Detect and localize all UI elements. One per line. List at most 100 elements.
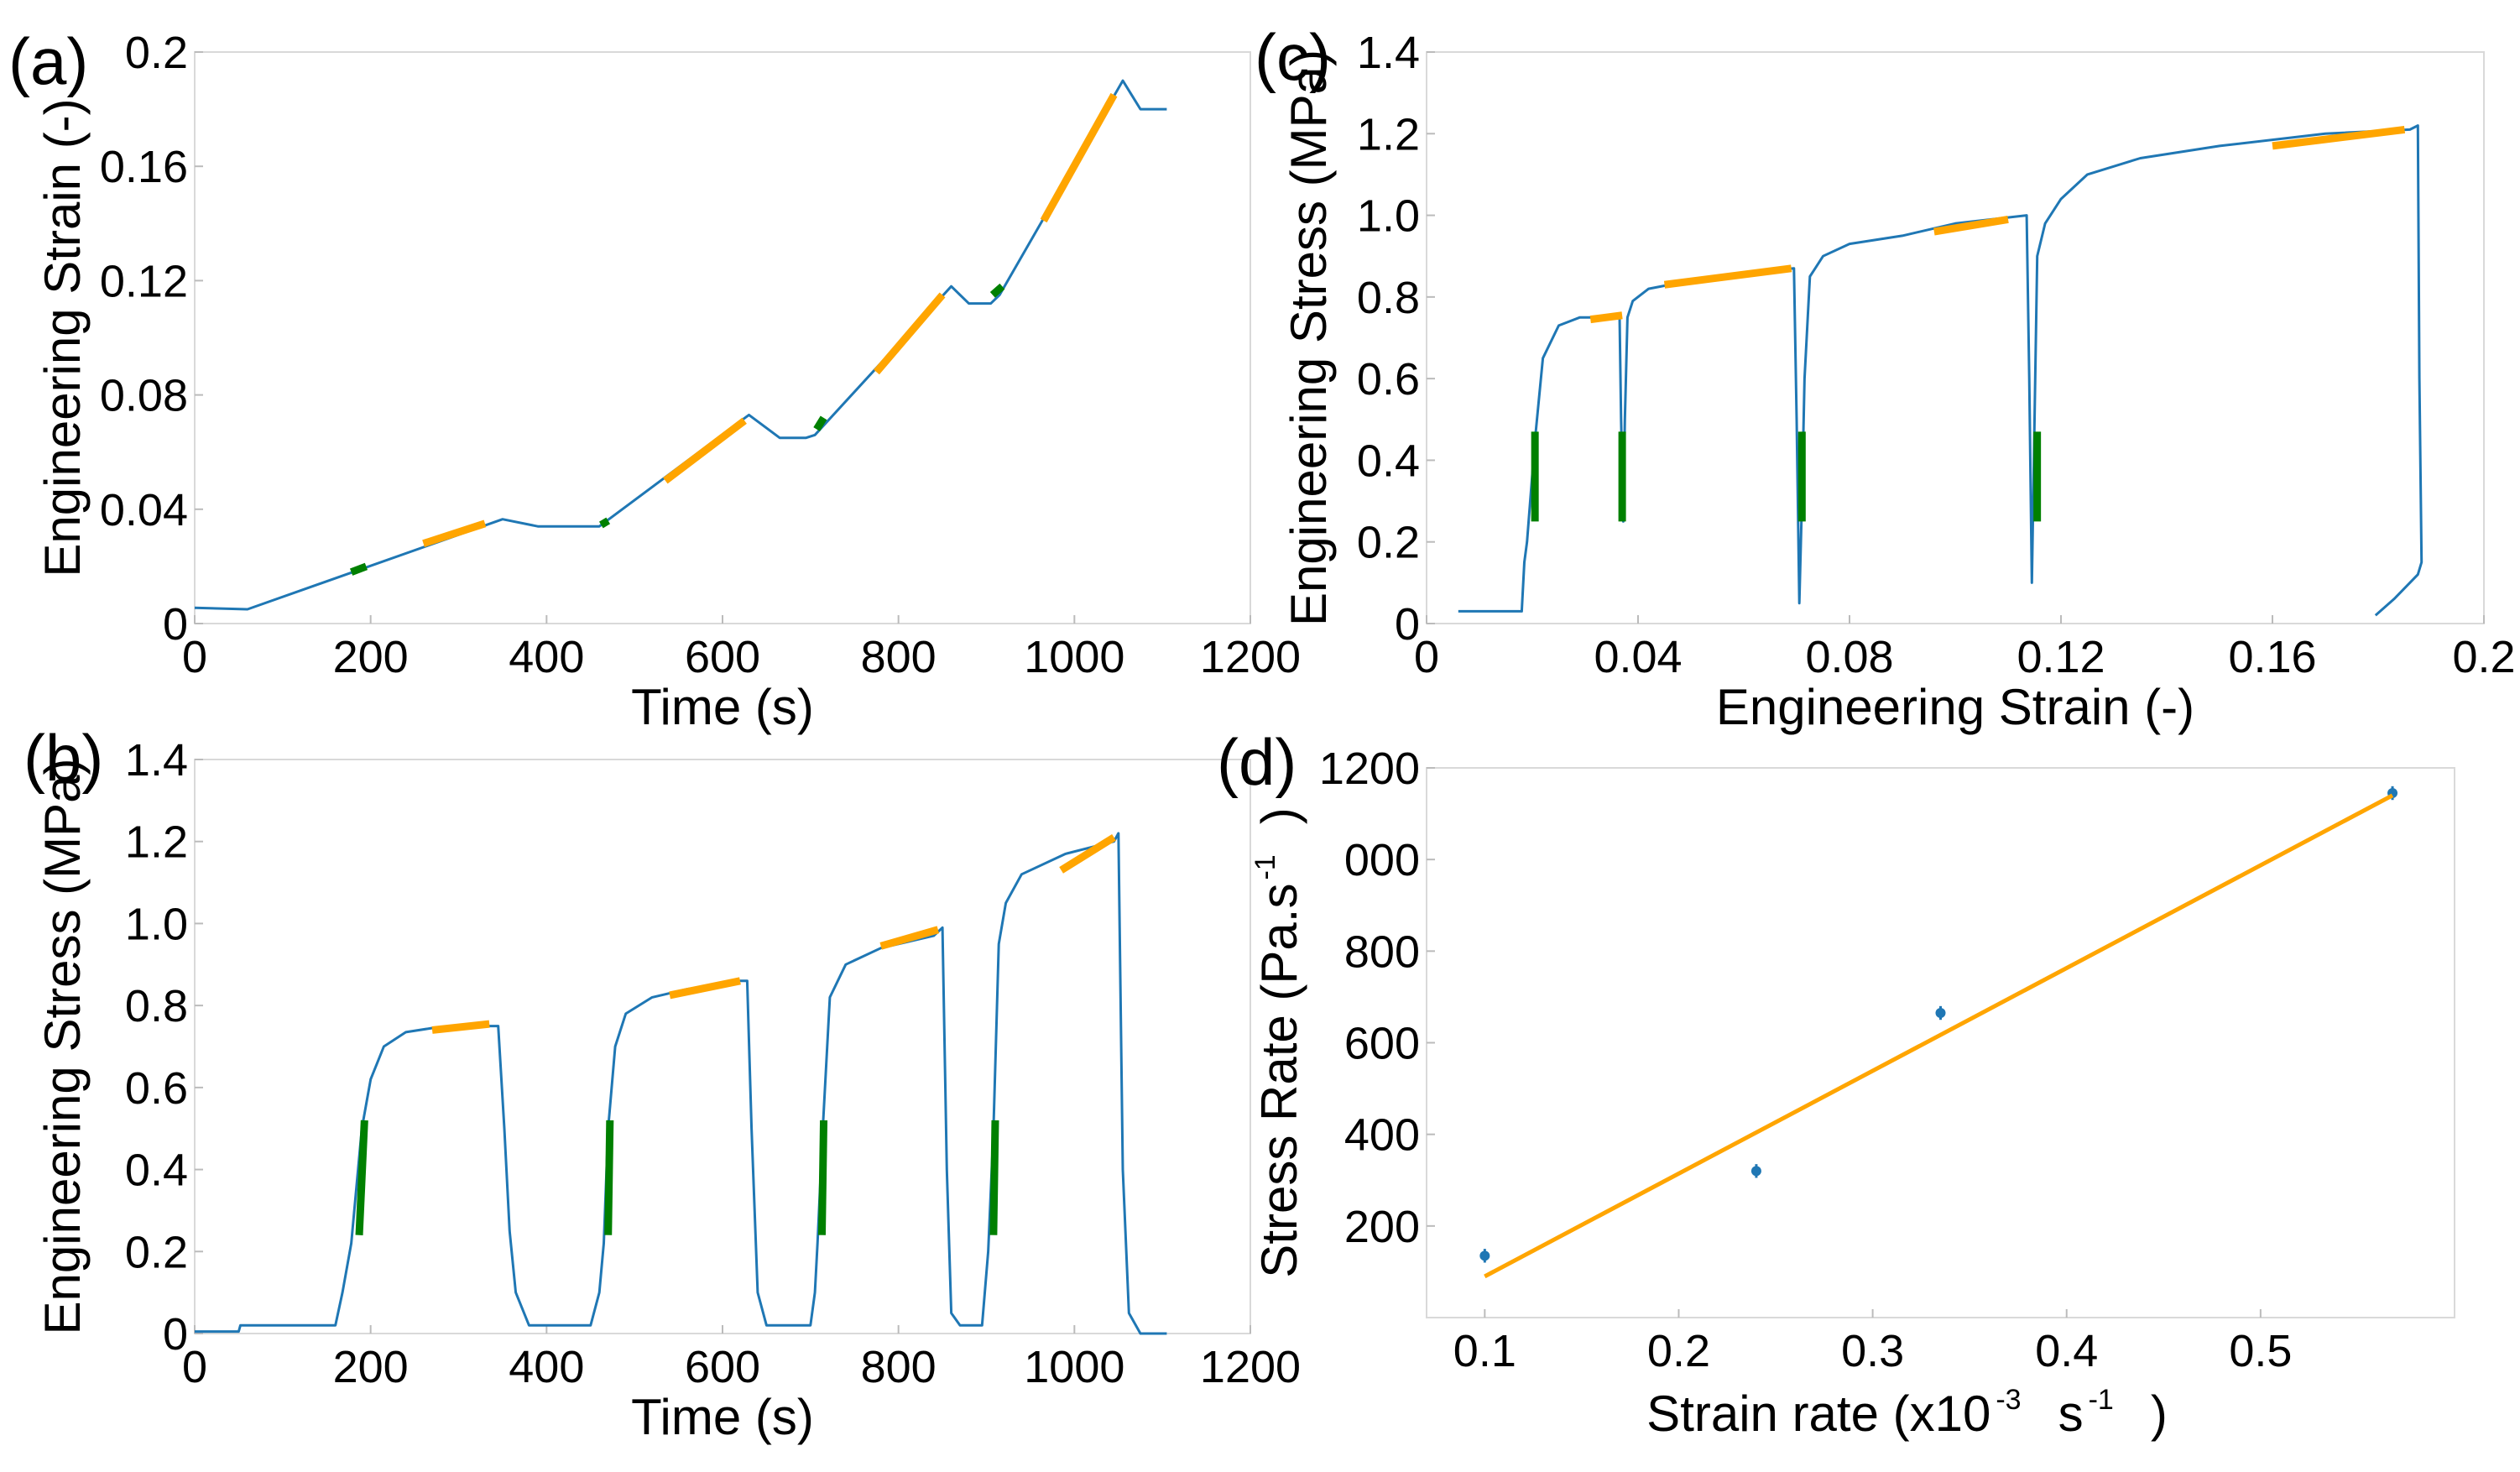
y-tick-label: 0 xyxy=(1395,599,1420,650)
y-tick-label: 1.4 xyxy=(125,735,188,786)
x-tick-label: 0 xyxy=(182,1342,207,1392)
x-tick-label: 1000 xyxy=(1024,1342,1124,1392)
ylabel-close: ) xyxy=(1251,807,1307,824)
green-fit-segment xyxy=(989,1120,999,1235)
y-tick-label: 0 xyxy=(163,1309,188,1360)
x-tick-label: 600 xyxy=(685,1342,760,1392)
x-tick-label: 200 xyxy=(333,632,409,682)
y-tick-label: 1.4 xyxy=(1357,28,1420,78)
y-axis-label: Engineering Strain (-) xyxy=(34,98,91,577)
y-tick-label: 600 xyxy=(1344,1019,1420,1069)
y-tick-label: 1.0 xyxy=(125,899,188,949)
panel-label: (b) xyxy=(23,721,103,795)
y-tick-label: 0 xyxy=(163,599,188,650)
orange-fit-segment xyxy=(1059,834,1116,874)
y-tick-label: 0.6 xyxy=(125,1063,188,1114)
y-tick-label: 0.6 xyxy=(1357,354,1420,405)
green-fit-segment xyxy=(604,1120,614,1235)
data-line xyxy=(194,79,1167,611)
data-line xyxy=(1458,124,2423,617)
x-tick-label: 400 xyxy=(509,1342,584,1392)
y-tick-label: 1.2 xyxy=(125,817,188,868)
y-axis-label: Engineering Stress (MPa) xyxy=(34,759,91,1335)
y-tick-label: 000 xyxy=(1344,835,1420,885)
data-point xyxy=(1750,1166,1761,1177)
y-tick-label: 0.8 xyxy=(1357,273,1420,323)
y-tick-label: 0.8 xyxy=(125,981,188,1031)
y-tick-label: 0.16 xyxy=(100,142,188,192)
x-tick-label: 0.2 xyxy=(2452,632,2515,682)
green-fit-segment xyxy=(349,562,368,576)
x-tick-label: 0.2 xyxy=(1647,1326,1710,1376)
data-point xyxy=(1935,1008,1946,1019)
x-axis-label: Time (s) xyxy=(631,1389,814,1445)
x-tick-label: 200 xyxy=(333,1342,409,1392)
panel-c: 0 0.04 0.08 0.12 0.16 0.2 0 0.2 0.4 0.6 0.8 1.0 1.2 1… xyxy=(1255,20,2516,735)
xlabel-unit: s xyxy=(2058,1386,2084,1442)
x-axis-label: Strain rate (x10 -3 s -1) xyxy=(1646,1384,2168,1442)
x-tick-label: 800 xyxy=(861,1342,937,1392)
orange-fit-segment xyxy=(669,977,741,1000)
y-tick-label: 200 xyxy=(1344,1202,1420,1252)
x-tick-label: 0 xyxy=(182,632,207,682)
data-point xyxy=(1479,1250,1490,1261)
y-tick-label: 0.08 xyxy=(100,371,188,421)
fit-line xyxy=(1484,793,2394,1279)
x-tick-label: 600 xyxy=(685,632,760,682)
green-fit-segment xyxy=(598,517,611,529)
x-tick-label: 800 xyxy=(861,632,937,682)
xlabel-unit-exp: -1 xyxy=(2089,1384,2114,1416)
panel-label: (d) xyxy=(1217,725,1297,799)
x-tick-label: 0.1 xyxy=(1453,1326,1516,1376)
panel-a: 0 200 400 600 800 1000 1200 0 0.04 0.08 0.12 0.16 0.… xyxy=(8,24,1301,735)
x-tick-label: 0.04 xyxy=(1594,632,1682,682)
x-tick-label: 0.08 xyxy=(1805,632,1893,682)
ylabel-exp: -1 xyxy=(1250,854,1281,880)
x-tick-label: 0.3 xyxy=(1841,1326,1904,1376)
xlabel-close: ) xyxy=(2151,1386,2168,1442)
orange-fit-segment xyxy=(2272,125,2406,150)
x-tick-label: 1200 xyxy=(1200,1342,1301,1392)
x-tick-label: 0.5 xyxy=(2229,1326,2292,1376)
panel-label: (a) xyxy=(8,24,88,98)
orange-fit-segment xyxy=(431,1020,490,1034)
y-tick-label: 1.0 xyxy=(1357,191,1420,242)
x-tick-label: 1000 xyxy=(1024,632,1124,682)
orange-fit-segment xyxy=(1589,311,1623,324)
y-tick-label: 0.04 xyxy=(100,485,188,535)
plot-frame xyxy=(194,759,1251,1334)
x-tick-label: 0.16 xyxy=(2228,632,2316,682)
xlabel-exp: -3 xyxy=(1996,1384,2021,1416)
green-fit-segment xyxy=(355,1120,368,1235)
x-axis-label: Engineering Strain (-) xyxy=(1716,679,2194,735)
orange-fit-segment xyxy=(422,519,487,547)
y-tick-label: 1.2 xyxy=(1357,109,1420,159)
y-tick-label: 0.2 xyxy=(125,28,188,78)
orange-fit-segment xyxy=(663,417,747,484)
y-tick-label: 400 xyxy=(1344,1110,1420,1161)
data-line xyxy=(195,832,1167,1335)
y-tick-label: 0.2 xyxy=(125,1227,188,1277)
xlabel: Strain rate (x10 xyxy=(1646,1386,1990,1442)
y-tick-label: 0.12 xyxy=(100,256,188,306)
panel-b: 0 200 400 600 800 1000 1200 0 0.2 0.4 0.6 0.8 1.0 1.2… xyxy=(23,721,1301,1445)
y-tick-label: 0.4 xyxy=(125,1146,188,1196)
orange-fit-segment xyxy=(879,926,940,950)
green-fit-segment xyxy=(813,415,827,431)
orange-fit-segment xyxy=(874,292,946,375)
orange-fit-segment xyxy=(1040,92,1118,223)
x-axis-label: Time (s) xyxy=(631,679,814,735)
green-fit-segment xyxy=(989,283,1005,298)
x-tick-label: 0.4 xyxy=(2035,1326,2098,1376)
x-tick-label: 0.12 xyxy=(2017,632,2105,682)
y-tick-label: 0.4 xyxy=(1357,436,1420,486)
plot-frame xyxy=(1426,51,2485,624)
y-tick-label: 0.2 xyxy=(1357,518,1420,568)
y-axis-label: Engineering Stress (MPa) xyxy=(1281,50,1337,626)
ylabel: Stress Rate (Pa.s xyxy=(1251,884,1307,1278)
plot-frame xyxy=(1426,767,2455,1318)
orange-fit-segment xyxy=(1663,264,1792,289)
x-tick-label: 1200 xyxy=(1200,632,1301,682)
panel-label: (c) xyxy=(1255,20,1331,94)
